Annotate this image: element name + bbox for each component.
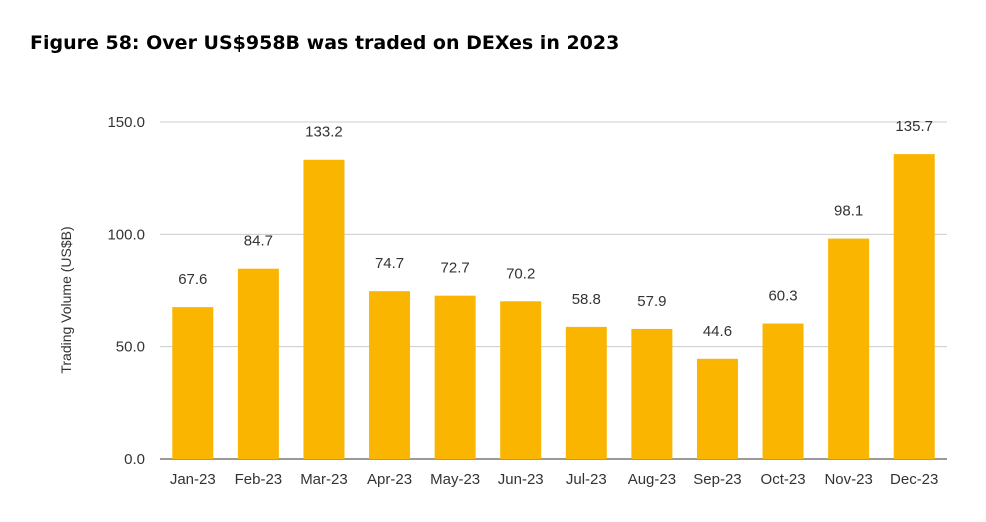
data-label: 70.2 [506,265,535,282]
bar-oct-23 [762,323,804,459]
bar-apr-23 [369,291,411,459]
chart-title: Figure 58: Over US$958B was traded on DE… [30,32,620,54]
x-tick-label: Oct-23 [761,471,806,488]
bar-feb-23 [237,268,279,459]
data-label: 74.7 [375,255,404,272]
y-tick-label: 50.0 [116,339,145,356]
y-axis-ticks: 0.0 50.0 100.0 150.0 [107,114,145,468]
data-label: 72.7 [441,260,470,277]
x-axis-ticks: Jan-23 Feb-23 Mar-23 Apr-23 May-23 Jun-23 Jul-… [170,471,939,488]
data-label: 84.7 [244,233,273,250]
y-tick-label: 0.0 [124,451,145,468]
bar-jun-23 [500,301,542,459]
bar-may-23 [434,295,476,459]
x-tick-label: Jun-23 [498,471,544,488]
x-tick-label: Apr-23 [367,471,412,488]
data-label: 57.9 [637,293,666,310]
bar-mar-23 [303,159,345,459]
x-tick-label: Nov-23 [824,471,872,488]
bar-jan-23 [172,307,214,459]
y-axis-label: Trading Volume (US$B) [58,226,74,373]
data-label: 58.8 [572,291,601,308]
data-label: 44.6 [703,323,732,340]
y-tick-label: 100.0 [107,226,145,243]
x-tick-label: Sep-23 [693,471,741,488]
data-label: 67.6 [178,271,207,288]
data-labels: 67.6 84.7 133.2 74.7 72.7 70.2 58.8 57.9 44.6 60.… [178,118,933,340]
bar-dec-23 [893,154,935,460]
x-tick-label: May-23 [430,471,480,488]
x-tick-label: Aug-23 [628,471,676,488]
x-tick-label: Dec-23 [890,471,938,488]
bar-nov-23 [828,238,870,459]
data-label: 60.3 [768,288,797,305]
bar-aug-23 [631,328,673,459]
x-tick-label: Feb-23 [235,471,283,488]
x-tick-label: Jul-23 [566,471,607,488]
bars [172,154,935,460]
data-label: 98.1 [834,203,863,220]
bar-jul-23 [565,326,607,459]
x-tick-label: Mar-23 [300,471,348,488]
y-tick-label: 150.0 [107,114,145,131]
data-label: 135.7 [895,118,933,135]
x-tick-label: Jan-23 [170,471,216,488]
bar-sep-23 [696,358,738,459]
gridlines [160,121,947,460]
data-label: 133.2 [305,124,343,141]
